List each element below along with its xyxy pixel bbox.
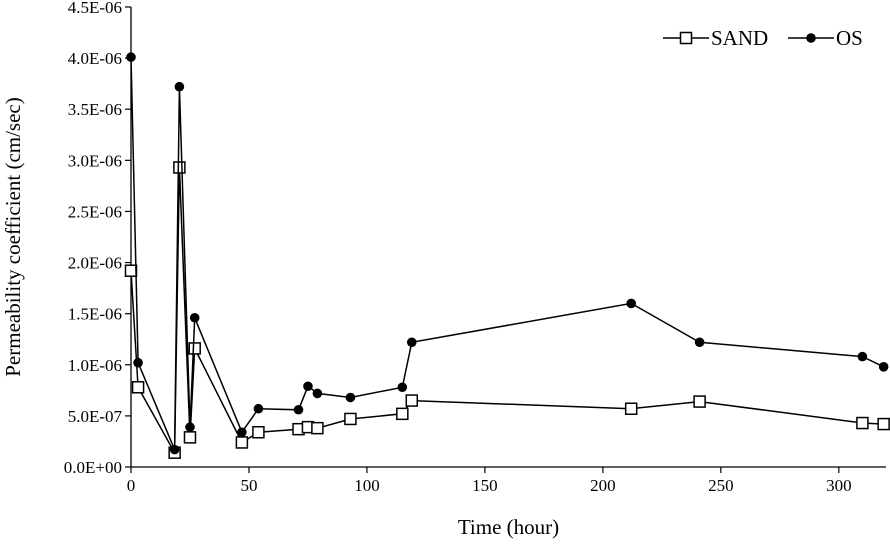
data-point-sand: [235, 436, 249, 449]
data-point-sand: [173, 161, 186, 174]
data-point-os: [237, 427, 247, 438]
legend-label-os: OS: [836, 26, 863, 50]
series-line-sand: [130, 167, 884, 456]
data-point-os: [169, 444, 180, 455]
data-point-sand: [311, 421, 324, 435]
legend-label-sand: SAND: [711, 26, 768, 50]
x-tick-label: 150: [472, 476, 498, 495]
data-point-os: [694, 337, 705, 348]
data-point-os: [626, 298, 636, 309]
data-point-os: [397, 382, 408, 393]
data-point-sand: [252, 425, 265, 439]
data-point-sand: [396, 407, 409, 421]
y-tick-label: 2.5E-06: [68, 202, 122, 221]
axes: 0 50 100 150 200 250 300 0.0E+00 5.0E-07 1.0E-06 1…: [64, 0, 886, 495]
data-point-sand: [131, 381, 145, 394]
data-point-os: [406, 337, 417, 348]
x-tick-label: 300: [826, 476, 852, 495]
y-tick-label: 2.0E-06: [68, 254, 122, 273]
data-point-os: [133, 357, 143, 368]
data-point-sand: [124, 264, 138, 277]
x-tick-label: 50: [240, 476, 257, 495]
x-tick-label: 200: [590, 476, 616, 495]
y-tick-label: 4.5E-06: [68, 0, 122, 17]
y-tick-label: 5.0E-07: [68, 407, 123, 426]
x-tick-label: 250: [708, 476, 734, 495]
x-tick-label: 0: [127, 476, 136, 495]
series-line-os: [130, 57, 884, 450]
legend: SAND OS: [663, 26, 863, 50]
y-tick-label: 4.0E-06: [68, 49, 122, 68]
data-marks: [124, 52, 890, 459]
data-point-os: [126, 52, 136, 62]
data-point-os: [312, 388, 323, 399]
data-point-sand: [405, 394, 419, 407]
data-point-os: [293, 404, 304, 415]
data-point-sand: [188, 342, 201, 355]
data-point-os: [345, 392, 356, 403]
data-point-sand: [877, 417, 890, 431]
data-point-os: [857, 351, 868, 362]
y-tick-label: 3.5E-06: [68, 100, 122, 119]
data-point-sand: [183, 431, 197, 444]
data-point-os: [253, 403, 264, 414]
x-tick-label: 100: [354, 476, 380, 495]
data-point-sand: [624, 402, 638, 415]
data-point-os: [174, 81, 185, 92]
x-axis-title: Time (hour): [458, 515, 559, 539]
data-point-os: [185, 422, 195, 432]
data-point-sand: [856, 416, 869, 430]
data-point-os: [189, 312, 200, 323]
y-tick-label: 1.0E-06: [68, 356, 122, 375]
data-point-sand: [693, 395, 706, 408]
data-point-sand: [344, 412, 357, 426]
y-tick-label: 1.5E-06: [68, 305, 122, 324]
data-point-os: [303, 381, 313, 392]
legend-marker-sand: [679, 31, 693, 45]
data-point-os: [878, 362, 889, 372]
legend-marker-os: [806, 33, 816, 43]
y-tick-label: 3.0E-06: [68, 151, 122, 170]
y-tick-label: 0.0E+00: [64, 458, 122, 477]
y-axis-title: Permeability coefficient (cm/sec): [1, 97, 25, 377]
